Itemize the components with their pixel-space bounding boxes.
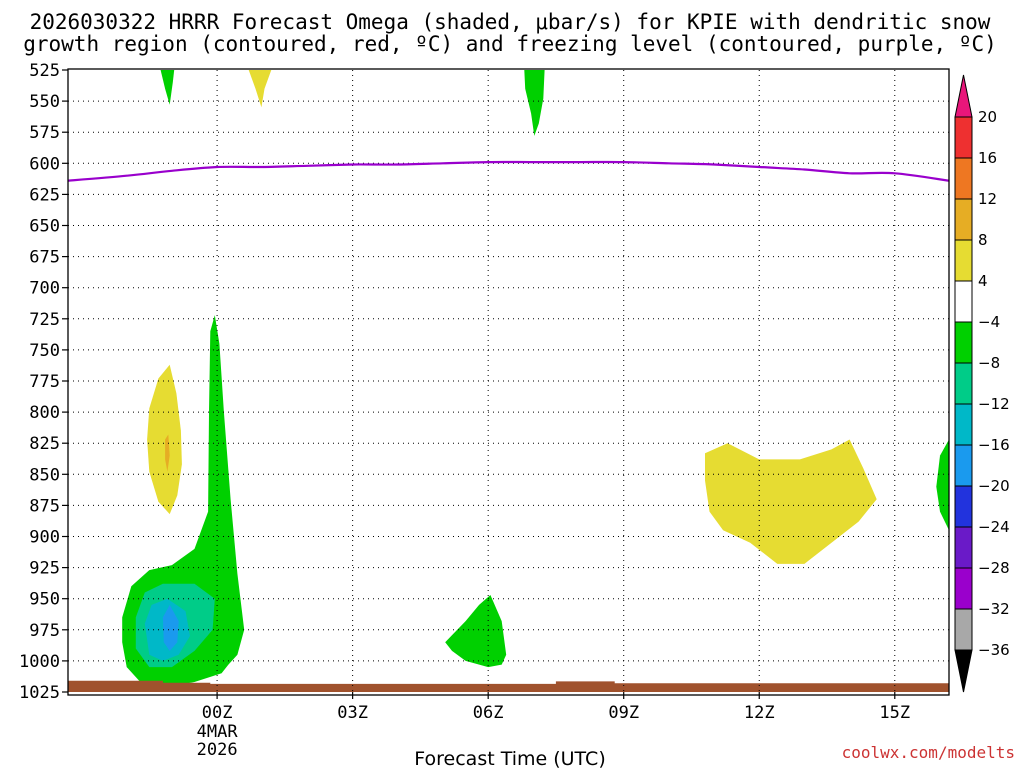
x-tick-label: 09Z bbox=[608, 703, 639, 723]
region-blue-low bbox=[162, 604, 179, 651]
colorbar-label: 16 bbox=[978, 149, 997, 167]
colorbar-label: −4 bbox=[978, 313, 1000, 331]
credit-text: coolwx.com/modelts bbox=[842, 743, 1015, 762]
colorbar-swatch bbox=[954, 157, 973, 200]
x-tick-label: 06Z bbox=[473, 703, 504, 723]
colorbar-label: 4 bbox=[978, 272, 988, 290]
colorbar-label: 8 bbox=[978, 231, 988, 249]
colorbar-swatch bbox=[954, 362, 973, 405]
region-green-06z bbox=[445, 595, 507, 668]
colorbar-swatch bbox=[954, 526, 973, 569]
colorbar-swatch bbox=[954, 198, 973, 241]
colorbar-swatch bbox=[954, 116, 973, 159]
colorbar-swatch bbox=[954, 280, 973, 323]
omega-shaded-regions bbox=[68, 70, 949, 692]
x-axis-label: Forecast Time (UTC) bbox=[414, 748, 605, 768]
region-green-right-edge bbox=[936, 439, 949, 531]
x-tick-sublabel: 4MAR bbox=[197, 722, 239, 742]
y-tick-label: 775 bbox=[29, 372, 60, 392]
y-tick-label: 625 bbox=[29, 185, 60, 205]
colorbar-swatch bbox=[954, 321, 973, 364]
y-tick-label: 850 bbox=[29, 465, 60, 485]
chart-title-line-1: 2026030322 HRRR Forecast Omega (shaded, … bbox=[30, 10, 991, 34]
colorbar: 20 16 12 8 4 −4 −8 −12 −16 −20 −24 −28 −32 −36 bbox=[954, 74, 1010, 693]
y-tick-label: 875 bbox=[29, 496, 60, 516]
region-yellow-left bbox=[147, 364, 182, 515]
region-surface-terrain bbox=[68, 680, 949, 692]
y-tick-label: 1000 bbox=[19, 652, 60, 672]
colorbar-label: −24 bbox=[978, 518, 1010, 536]
y-tick-label: 725 bbox=[29, 310, 60, 330]
colorbar-swatch bbox=[954, 444, 973, 487]
colorbar-top-arrow bbox=[954, 74, 973, 118]
region-yellow-top bbox=[248, 70, 272, 108]
x-tick-sublabel: 2026 bbox=[197, 740, 238, 760]
y-tick-label: 525 bbox=[29, 61, 60, 81]
region-green-top-mid bbox=[524, 70, 545, 136]
y-tick-label: 750 bbox=[29, 341, 60, 361]
colorbar-label: −12 bbox=[978, 395, 1010, 413]
y-tick-label: 600 bbox=[29, 154, 60, 174]
freezing-level-contour bbox=[67, 160, 950, 182]
colorbar-swatch bbox=[954, 608, 973, 651]
gridlines bbox=[68, 70, 949, 692]
y-tick-label: 575 bbox=[29, 123, 60, 143]
freezing-level-line bbox=[67, 160, 950, 182]
colorbar-label: 20 bbox=[978, 108, 997, 126]
colorbar-label: 12 bbox=[978, 190, 997, 208]
y-tick-label: 650 bbox=[29, 217, 60, 237]
x-tick-label: 12Z bbox=[744, 703, 775, 723]
y-axis-ticks: 525 550 575 600 625 650 675 700 725 750 775 800 825 8… bbox=[19, 61, 68, 703]
colorbar-label: −16 bbox=[978, 436, 1010, 454]
colorbar-swatch bbox=[954, 485, 973, 528]
y-tick-label: 700 bbox=[29, 279, 60, 299]
y-tick-label: 675 bbox=[29, 248, 60, 268]
y-tick-label: 900 bbox=[29, 528, 60, 548]
colorbar-swatch bbox=[954, 239, 973, 282]
region-green-top-left bbox=[160, 70, 175, 105]
x-tick-label: 15Z bbox=[879, 703, 910, 723]
y-tick-label: 925 bbox=[29, 559, 60, 579]
y-tick-label: 1025 bbox=[19, 683, 60, 703]
region-yellow-right bbox=[705, 439, 877, 564]
colorbar-bottom-arrow bbox=[954, 649, 973, 693]
y-tick-label: 825 bbox=[29, 434, 60, 454]
x-tick-label: 03Z bbox=[337, 703, 368, 723]
colorbar-label: −36 bbox=[978, 641, 1010, 659]
y-tick-label: 800 bbox=[29, 403, 60, 423]
y-tick-label: 975 bbox=[29, 621, 60, 641]
colorbar-swatch bbox=[954, 567, 973, 610]
colorbar-label: −32 bbox=[978, 600, 1010, 618]
y-tick-label: 950 bbox=[29, 590, 60, 610]
colorbar-label: −28 bbox=[978, 559, 1010, 577]
colorbar-label: −8 bbox=[978, 354, 1000, 372]
y-tick-label: 550 bbox=[29, 92, 60, 112]
chart-title-line-2: growth region (contoured, red, ºC) and f… bbox=[23, 32, 997, 56]
colorbar-label: −20 bbox=[978, 477, 1010, 495]
plot-frame bbox=[67, 68, 950, 696]
region-orange-left bbox=[165, 434, 170, 472]
x-tick-label: 00Z bbox=[202, 703, 233, 723]
colorbar-swatch bbox=[954, 403, 973, 446]
